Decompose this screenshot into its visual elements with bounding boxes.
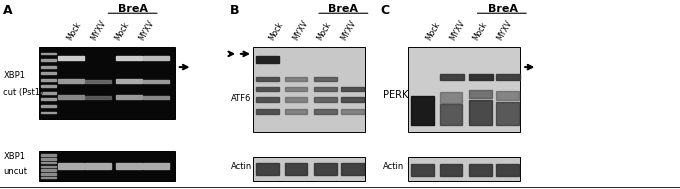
- Bar: [314, 109, 337, 114]
- Bar: [85, 80, 111, 83]
- Bar: [411, 96, 434, 125]
- Bar: [314, 163, 337, 175]
- Bar: [256, 56, 279, 63]
- Bar: [41, 66, 56, 67]
- Bar: [496, 74, 520, 80]
- Bar: [469, 74, 493, 80]
- Text: XBP1: XBP1: [3, 71, 25, 80]
- Text: MYXV: MYXV: [137, 18, 156, 42]
- Text: XBP1: XBP1: [3, 152, 25, 161]
- Bar: [143, 163, 169, 169]
- Bar: [143, 56, 169, 60]
- Bar: [58, 56, 84, 60]
- Text: BreA: BreA: [328, 4, 358, 14]
- Bar: [314, 98, 337, 102]
- Bar: [256, 97, 279, 102]
- Text: BreA: BreA: [488, 4, 518, 14]
- Text: Mock: Mock: [316, 20, 333, 42]
- Bar: [85, 96, 111, 99]
- Text: MYXV: MYXV: [292, 18, 310, 42]
- Bar: [411, 164, 434, 176]
- FancyBboxPatch shape: [39, 151, 175, 181]
- Text: Actin: Actin: [231, 162, 252, 171]
- Bar: [41, 53, 56, 54]
- Bar: [341, 97, 364, 102]
- Bar: [341, 163, 364, 175]
- FancyBboxPatch shape: [253, 47, 365, 132]
- Text: Mock: Mock: [268, 20, 286, 42]
- FancyBboxPatch shape: [253, 157, 365, 181]
- Bar: [256, 87, 279, 91]
- Bar: [58, 79, 84, 83]
- Text: MYXV: MYXV: [448, 18, 466, 42]
- Bar: [285, 163, 307, 175]
- Bar: [41, 169, 56, 171]
- Bar: [41, 154, 56, 156]
- Bar: [116, 163, 142, 169]
- Bar: [41, 85, 56, 87]
- Bar: [314, 77, 337, 81]
- Bar: [41, 112, 56, 113]
- FancyBboxPatch shape: [408, 157, 520, 181]
- Bar: [116, 56, 142, 60]
- Bar: [469, 90, 492, 98]
- Text: Mock: Mock: [114, 20, 131, 42]
- Text: uncut: uncut: [3, 167, 27, 177]
- FancyBboxPatch shape: [39, 47, 175, 119]
- Bar: [440, 74, 464, 80]
- Bar: [41, 177, 56, 178]
- Bar: [143, 96, 169, 99]
- Bar: [469, 164, 492, 176]
- Bar: [285, 87, 307, 91]
- Bar: [496, 91, 519, 100]
- Bar: [285, 98, 307, 102]
- Bar: [285, 77, 307, 81]
- Text: MYXV: MYXV: [90, 18, 108, 42]
- Bar: [256, 109, 279, 114]
- Bar: [341, 87, 364, 91]
- Bar: [41, 92, 56, 94]
- Bar: [496, 102, 519, 125]
- Bar: [41, 158, 56, 160]
- Bar: [496, 164, 519, 176]
- Bar: [469, 100, 492, 125]
- Text: BreA: BreA: [118, 4, 148, 14]
- Bar: [41, 162, 56, 163]
- Text: cut (Pst1): cut (Pst1): [3, 88, 44, 97]
- Bar: [256, 77, 279, 81]
- Bar: [341, 109, 364, 114]
- Text: Mock: Mock: [66, 20, 84, 42]
- Bar: [116, 95, 142, 99]
- Bar: [41, 72, 56, 74]
- Text: ATF6: ATF6: [231, 94, 252, 103]
- FancyBboxPatch shape: [408, 47, 520, 132]
- Bar: [116, 79, 142, 83]
- Bar: [440, 164, 462, 176]
- Bar: [256, 163, 279, 175]
- Bar: [58, 163, 84, 169]
- Text: C: C: [381, 4, 390, 17]
- Bar: [58, 95, 84, 99]
- Bar: [85, 163, 111, 169]
- Bar: [41, 173, 56, 175]
- Text: B: B: [230, 4, 239, 17]
- Text: MYXV: MYXV: [496, 18, 514, 42]
- Text: Actin: Actin: [383, 162, 404, 171]
- Text: PERK: PERK: [383, 90, 408, 99]
- Bar: [285, 109, 307, 114]
- Bar: [41, 59, 56, 61]
- Text: Mock: Mock: [424, 20, 442, 42]
- Bar: [41, 105, 56, 107]
- Text: Mock: Mock: [472, 20, 490, 42]
- Bar: [314, 87, 337, 91]
- Bar: [41, 98, 56, 100]
- Text: A: A: [3, 4, 13, 17]
- Bar: [41, 166, 56, 167]
- Bar: [143, 80, 169, 83]
- Bar: [41, 79, 56, 81]
- Bar: [440, 92, 462, 102]
- Text: MYXV: MYXV: [339, 18, 358, 42]
- Bar: [440, 104, 462, 125]
